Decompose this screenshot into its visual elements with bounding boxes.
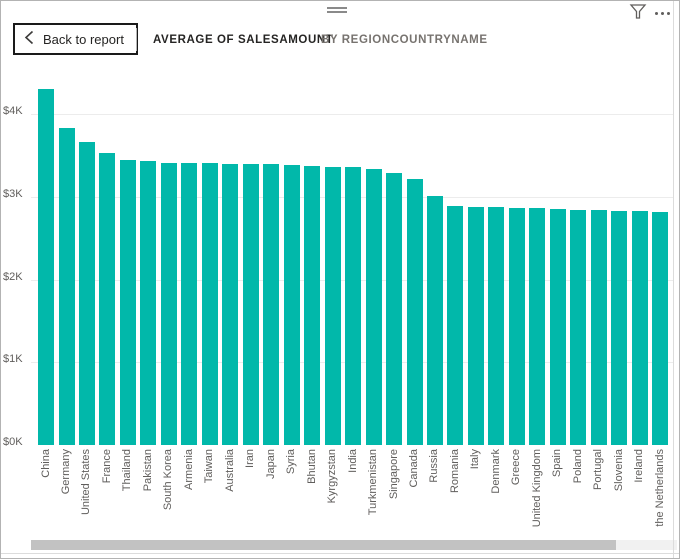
chevron-left-icon: [24, 30, 34, 48]
bar-germany[interactable]: [58, 127, 75, 445]
x-axis-label: Greece: [510, 449, 523, 486]
bottom-frame-line: [1, 553, 679, 554]
x-axis-label: Syria: [285, 449, 298, 475]
bar-portugal[interactable]: [590, 210, 607, 445]
bar-india[interactable]: [345, 167, 361, 445]
x-axis-label: Canada: [408, 449, 420, 488]
bar-australia[interactable]: [222, 163, 239, 445]
bar-the-netherlands[interactable]: [652, 211, 669, 445]
x-axis-label: Slovenia: [612, 449, 625, 492]
bar-kyrgyzstan[interactable]: [324, 166, 341, 445]
x-axis-label: United Kingdom: [530, 449, 543, 528]
bar-singapore[interactable]: [386, 173, 402, 445]
bar-iran[interactable]: [242, 163, 259, 445]
horizontal-scrollbar-track[interactable]: [31, 540, 677, 550]
y-axis-label: $0K: [3, 436, 23, 448]
x-axis-label: Taiwan: [203, 449, 216, 484]
bar-thailand[interactable]: [119, 159, 136, 445]
bar-united-states[interactable]: [78, 141, 95, 445]
bar-united-kingdom[interactable]: [529, 208, 546, 445]
drag-handle-icon[interactable]: [327, 7, 347, 15]
x-axis-label: Turkmenistan: [367, 449, 379, 516]
bar-ireland[interactable]: [631, 211, 648, 445]
x-axis-label: Portugal: [592, 449, 605, 490]
x-axis-label: Bhutan: [305, 449, 318, 484]
more-options-icon[interactable]: [651, 5, 673, 21]
x-axis-label: Denmark: [489, 449, 502, 494]
y-axis-label: $2K: [3, 270, 23, 283]
x-axis-label: South Korea: [162, 449, 175, 511]
bar-japan[interactable]: [263, 163, 280, 445]
bar-poland[interactable]: [570, 209, 587, 445]
x-axis-label: Poland: [571, 449, 584, 484]
x-axis-label: China: [39, 449, 52, 478]
x-axis-label: Pakistan: [141, 449, 154, 492]
bar-taiwan[interactable]: [201, 163, 218, 445]
bar-bhutan[interactable]: [304, 166, 321, 445]
x-axis-label: Romania: [448, 449, 461, 494]
back-to-report-button[interactable]: Back to report: [13, 23, 138, 55]
x-axis-label: Italy: [469, 449, 482, 470]
bar-russia[interactable]: [426, 196, 443, 445]
gridline: [31, 114, 673, 116]
bar-romania[interactable]: [447, 206, 464, 445]
visual-subtitle: BY REGIONCOUNTRYNAME: [321, 34, 488, 46]
x-axis-label: Armenia: [182, 449, 195, 490]
bar-china[interactable]: [38, 88, 54, 445]
bar-spain[interactable]: [549, 209, 566, 445]
x-axis-label: Ireland: [633, 449, 646, 483]
x-axis-label: France: [100, 449, 113, 484]
x-axis-label: Germany: [60, 449, 72, 495]
y-axis-label: $3K: [3, 188, 23, 200]
bar-denmark[interactable]: [488, 207, 505, 445]
x-axis-label: United States: [80, 449, 93, 516]
x-axis-label: Kyrgyzstan: [326, 449, 339, 504]
x-axis-label: Iran: [244, 449, 257, 468]
bar-south-korea[interactable]: [160, 162, 177, 445]
bar-canada[interactable]: [406, 178, 423, 445]
x-axis-label: Thailand: [121, 449, 134, 492]
y-axis-label: $1K: [3, 353, 23, 366]
y-axis-label: $4K: [3, 105, 23, 118]
x-axis-label: Spain: [551, 449, 564, 478]
x-axis-label: Japan: [264, 449, 277, 479]
x-axis-label: Singapore: [387, 449, 400, 500]
visual-title: AVERAGE OF SALESAMOUNT: [153, 34, 334, 46]
right-frame-line: [673, 1, 674, 558]
x-axis-label: the Netherlands: [653, 449, 666, 527]
header-divider: [136, 28, 137, 51]
bar-slovenia[interactable]: [611, 210, 628, 445]
bar-italy[interactable]: [467, 206, 484, 445]
bar-turkmenistan[interactable]: [365, 168, 382, 445]
bar-syria[interactable]: [283, 164, 300, 445]
horizontal-scrollbar-thumb[interactable]: [31, 540, 616, 550]
x-axis-label: Russia: [428, 449, 441, 483]
x-axis-label: India: [346, 449, 359, 473]
bar-pakistan[interactable]: [140, 161, 157, 445]
bar-greece[interactable]: [508, 207, 525, 445]
bar-armenia[interactable]: [181, 163, 198, 445]
back-button-label: Back to report: [43, 31, 124, 47]
bar-france[interactable]: [99, 153, 116, 445]
filter-icon[interactable]: [629, 3, 649, 23]
x-axis-label: Australia: [223, 449, 236, 492]
